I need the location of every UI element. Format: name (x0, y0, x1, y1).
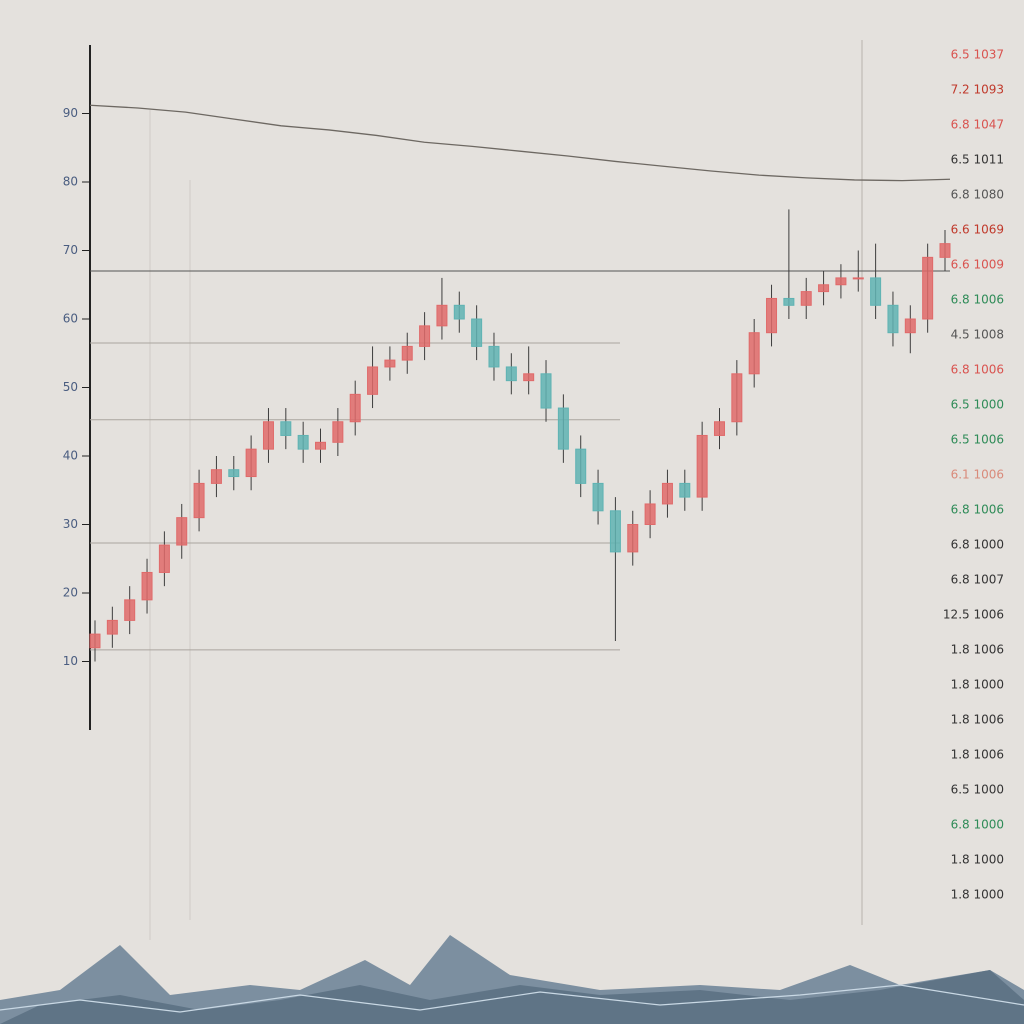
mountains (0, 935, 1024, 1024)
candle-body (540, 373, 552, 409)
candle-body (835, 277, 847, 286)
right-label: 6.8 1000 (951, 818, 1004, 832)
right-label: 6.8 1006 (951, 503, 1004, 517)
right-label: 6.6 1069 (951, 223, 1004, 237)
candle-body (505, 366, 517, 382)
right-label: 6.6 1009 (951, 258, 1004, 272)
candle-body (401, 345, 413, 361)
right-label: 6.8 1080 (951, 188, 1004, 202)
candle-body (471, 318, 483, 347)
right-label: 6.8 1007 (951, 573, 1004, 587)
candle-body (436, 304, 448, 327)
right-label: 6.8 1000 (951, 538, 1004, 552)
candle-body (280, 421, 292, 436)
y-tick-label: 90 (63, 106, 78, 120)
candle-body (245, 448, 257, 478)
right-label: 6.5 1011 (951, 153, 1004, 167)
right-label: 1.8 1000 (951, 853, 1004, 867)
right-label: 6.5 1000 (951, 783, 1004, 797)
candle-body (922, 256, 934, 320)
candle-body (713, 421, 725, 436)
candle-body (488, 345, 500, 368)
right-label: 4.5 1008 (951, 328, 1004, 342)
candle-body (818, 284, 830, 293)
candle-body (800, 291, 812, 306)
candle-body (766, 297, 778, 334)
y-tick-label: 10 (63, 654, 78, 668)
right-label: 6.5 1037 (951, 48, 1004, 62)
candle-body (210, 469, 222, 484)
right-label: 6.1 1006 (951, 468, 1004, 482)
y-tick-label: 50 (63, 380, 78, 394)
right-label: 1.8 1000 (951, 678, 1004, 692)
candle-body (870, 277, 882, 306)
candle-body (696, 434, 708, 498)
candle-body (783, 297, 795, 306)
candle-body (262, 421, 274, 450)
candle-body (731, 373, 743, 423)
candle-body (609, 510, 621, 553)
trend-line (89, 104, 951, 182)
candle-body (332, 421, 344, 443)
candle-body (627, 524, 639, 553)
right-label: 1.8 1006 (951, 713, 1004, 727)
right-label: 12.5 1006 (943, 608, 1004, 622)
right-label: 1.8 1000 (951, 888, 1004, 902)
candle-body (384, 359, 396, 368)
candle-body (315, 441, 327, 450)
candle-body (176, 517, 188, 546)
right-label: 6.5 1006 (951, 433, 1004, 447)
candle-body (228, 469, 240, 478)
candle-body (575, 448, 587, 484)
candle-body (644, 503, 656, 526)
candle-body (193, 482, 205, 519)
y-tick-label: 40 (63, 449, 78, 463)
candle-body (141, 571, 153, 601)
right-label: 6.8 1006 (951, 293, 1004, 307)
candle-body (523, 373, 535, 382)
candle-body (557, 407, 569, 450)
y-tick-label: 20 (63, 586, 78, 600)
candle-body (904, 318, 916, 334)
candle-body (852, 277, 864, 280)
candle-body (679, 482, 691, 498)
candle-body (367, 366, 379, 395)
candle-body (158, 544, 170, 573)
candle-body (661, 482, 673, 505)
candle-body (89, 633, 101, 649)
y-tick-label: 30 (63, 517, 78, 531)
right-label: 6.8 1006 (951, 363, 1004, 377)
candle-body (592, 482, 604, 512)
candle-body (453, 304, 465, 320)
candle-body (887, 304, 899, 334)
candle-body (349, 393, 361, 423)
right-label: 6.8 1047 (951, 118, 1004, 132)
candle-body (106, 619, 118, 635)
y-tick-label: 70 (63, 243, 78, 257)
candle-body (939, 243, 951, 258)
candle-body (297, 434, 309, 450)
right-label: 1.8 1006 (951, 748, 1004, 762)
right-label: 7.2 1093 (951, 83, 1004, 97)
candle-body (419, 325, 431, 347)
candle-body (124, 599, 136, 621)
right-label: 1.8 1006 (951, 643, 1004, 657)
candle-body (748, 332, 760, 375)
y-tick-label: 60 (63, 312, 78, 326)
right-label: 6.5 1000 (951, 398, 1004, 412)
y-tick-label: 80 (63, 175, 78, 189)
